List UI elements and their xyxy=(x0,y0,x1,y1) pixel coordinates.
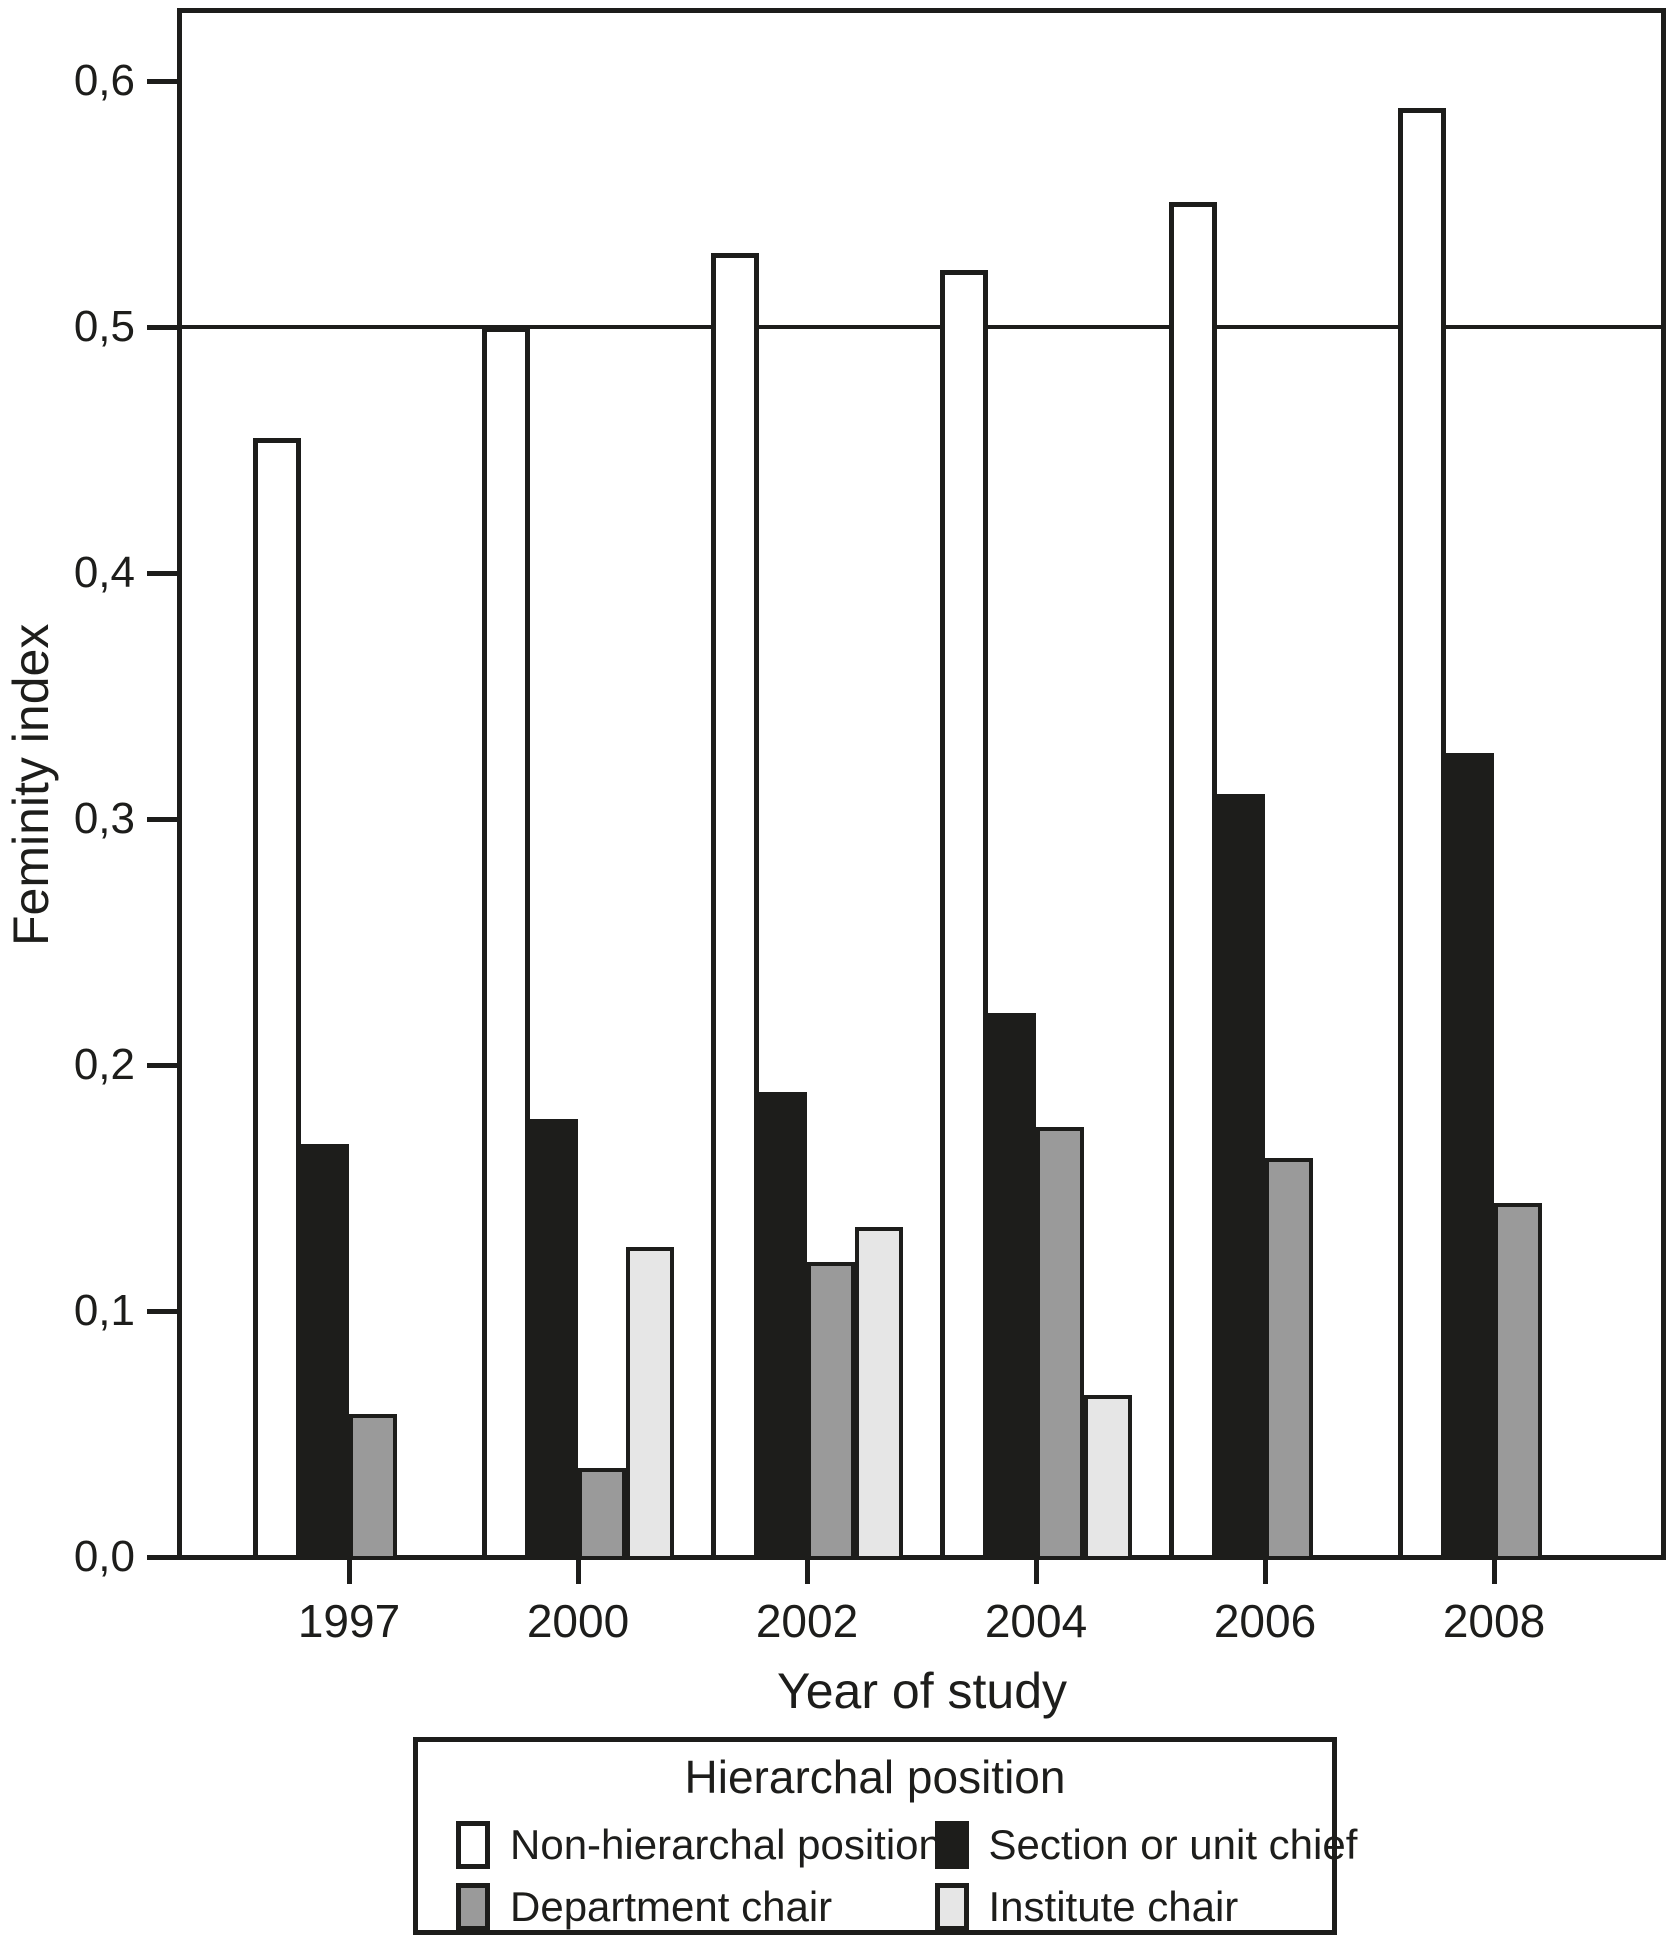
x-axis-tick xyxy=(347,1558,352,1584)
x-axis-tick-label: 2004 xyxy=(984,1595,1088,1647)
y-axis-tick-label: 0,2 xyxy=(73,1040,135,1089)
bar-institute-chair-2002 xyxy=(855,1227,903,1560)
legend-swatch-icon xyxy=(934,1821,969,1869)
bar-department-chair-2004 xyxy=(1036,1126,1084,1560)
bar-department-chair-2002 xyxy=(807,1261,855,1560)
legend-item-label: Institute chair xyxy=(988,1883,1239,1930)
bar-non-hierarchal-position-2006 xyxy=(1169,201,1217,1560)
bar-section-or-unit-chief-2008 xyxy=(1446,752,1494,1560)
x-axis-tick-label: 2000 xyxy=(526,1595,630,1647)
y-axis-tick xyxy=(147,817,177,822)
bar-section-or-unit-chief-2004 xyxy=(988,1013,1036,1560)
x-axis-tick xyxy=(1492,1558,1497,1584)
bar-non-hierarchal-position-2002 xyxy=(711,253,759,1560)
y-axis-tick-label: 0,5 xyxy=(73,302,135,351)
legend: Hierarchal position Non-hierarchal posit… xyxy=(413,1737,1357,1938)
y-axis-tick xyxy=(147,79,177,84)
y-axis-title: Feminity index xyxy=(3,623,59,947)
legend-title: Hierarchal position xyxy=(684,1751,1066,1803)
bar-section-or-unit-chief-1997 xyxy=(301,1143,349,1560)
bar-section-or-unit-chief-2002 xyxy=(759,1092,807,1560)
legend-swatch-icon xyxy=(456,1821,490,1869)
bar-non-hierarchal-position-2004 xyxy=(940,270,988,1560)
y-axis-tick xyxy=(147,1309,177,1314)
legend-item-department-chair: Department chair xyxy=(456,1876,935,1938)
x-axis-tick-label: 2006 xyxy=(1213,1595,1317,1647)
x-axis-tick xyxy=(805,1558,810,1584)
bar-non-hierarchal-position-2008 xyxy=(1398,108,1446,1560)
y-axis-tick-label: 0,1 xyxy=(73,1286,135,1335)
legend-item-label: Non-hierarchal position xyxy=(510,1821,942,1868)
legend-swatch-icon xyxy=(456,1883,490,1931)
y-axis-tick-label: 0,4 xyxy=(73,548,135,597)
bar-institute-chair-2004 xyxy=(1084,1394,1132,1560)
bar-department-chair-1997 xyxy=(349,1414,397,1560)
y-axis-tick-label: 0,3 xyxy=(73,794,135,843)
x-axis-tick xyxy=(1034,1558,1039,1584)
bar-institute-chair-2000 xyxy=(626,1247,674,1560)
legend-grid: Non-hierarchal position Section or unit c… xyxy=(418,1804,1357,1938)
y-axis-tick-label: 0,0 xyxy=(73,1532,135,1581)
legend-swatch-icon xyxy=(934,1883,969,1931)
y-axis-tick-label: 0,6 xyxy=(73,56,135,105)
bar-section-or-unit-chief-2006 xyxy=(1217,794,1265,1560)
x-axis-tick-label: 2008 xyxy=(1442,1595,1546,1647)
bar-section-or-unit-chief-2000 xyxy=(530,1119,578,1560)
legend-item-section-or-unit-chief: Section or unit chief xyxy=(934,1814,1357,1876)
bar-non-hierarchal-position-1997 xyxy=(253,437,301,1560)
bar-department-chair-2008 xyxy=(1494,1202,1542,1560)
legend-item-label: Section or unit chief xyxy=(988,1821,1358,1868)
bar-department-chair-2006 xyxy=(1265,1158,1313,1560)
reference-line-0-5 xyxy=(177,325,1666,329)
y-axis-tick xyxy=(147,571,177,576)
x-axis-tick-label: 2002 xyxy=(755,1595,859,1647)
y-axis-tick xyxy=(147,325,177,330)
legend-item-label: Department chair xyxy=(510,1883,833,1930)
legend-item-institute-chair: Institute chair xyxy=(934,1876,1327,1938)
bar-department-chair-2000 xyxy=(578,1468,626,1560)
bar-non-hierarchal-position-2000 xyxy=(482,327,530,1560)
x-axis-tick xyxy=(576,1558,581,1584)
y-axis-tick xyxy=(147,1063,177,1068)
legend-item-non-hierarchal-position: Non-hierarchal position xyxy=(456,1814,942,1876)
x-axis-title: Year of study xyxy=(776,1663,1067,1719)
x-axis-tick xyxy=(1263,1558,1268,1584)
y-axis-tick xyxy=(147,1555,177,1560)
x-axis-tick-label: 1997 xyxy=(297,1595,401,1647)
